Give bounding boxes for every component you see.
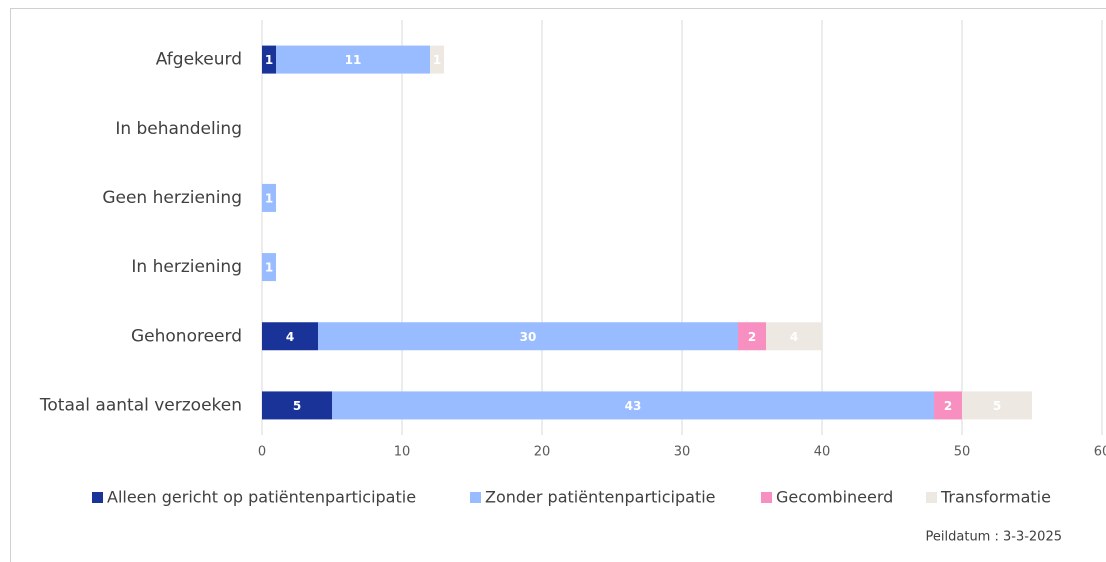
x-tick-label: 0 <box>258 445 266 460</box>
bar-segment <box>934 391 962 420</box>
y-tick-label: In herziening <box>131 257 242 277</box>
x-tick-label: 10 <box>394 445 411 460</box>
y-tick-label: Totaal aantal verzoeken <box>39 395 242 415</box>
data-label: 5 <box>293 399 301 413</box>
footnote: Peildatum : 3-3-2025 <box>926 530 1062 545</box>
bar-segment <box>262 45 276 74</box>
data-label: 11 <box>345 53 362 67</box>
bar-segment <box>332 391 934 420</box>
legend-label: Alleen gericht op patiëntenparticipatie <box>107 488 416 507</box>
x-tick-label: 20 <box>534 445 551 460</box>
data-label: 4 <box>790 330 798 344</box>
data-label: 1 <box>265 191 273 205</box>
x-tick-label: 50 <box>954 445 971 460</box>
legend-swatch <box>926 492 937 503</box>
legend-swatch <box>92 492 103 503</box>
y-tick-label: Geen herziening <box>102 188 242 208</box>
data-label: 1 <box>265 53 273 67</box>
data-label: 30 <box>520 330 537 344</box>
bar-segment <box>262 322 318 351</box>
data-label: 5 <box>993 399 1001 413</box>
bar-segment <box>262 391 332 420</box>
data-label: 1 <box>265 261 273 275</box>
data-label: 43 <box>625 399 642 413</box>
bar-segment <box>318 322 738 351</box>
y-tick-label: Gehonoreerd <box>131 326 242 346</box>
data-label: 4 <box>286 330 294 344</box>
y-tick-label: Afgekeurd <box>156 50 242 70</box>
legend-label: Transformatie <box>940 488 1051 507</box>
data-label: 2 <box>944 399 952 413</box>
y-tick-label: In behandeling <box>115 119 242 139</box>
bar-segment <box>738 322 766 351</box>
x-tick-label: 60 <box>1094 445 1106 460</box>
legend-label: Zonder patiëntenparticipatie <box>485 488 716 507</box>
legend-label: Gecombineerd <box>776 488 893 507</box>
bar-segment <box>766 322 822 351</box>
bar-segment <box>262 183 276 212</box>
legend-swatch <box>761 492 772 503</box>
legend-swatch <box>470 492 481 503</box>
x-tick-label: 40 <box>814 445 831 460</box>
bar-segment <box>262 253 276 282</box>
data-label: 2 <box>748 330 756 344</box>
bar-segment <box>430 45 444 74</box>
bar-segment <box>276 45 430 74</box>
data-label: 1 <box>433 53 441 67</box>
bar-segment <box>962 391 1032 420</box>
x-tick-label: 30 <box>674 445 691 460</box>
